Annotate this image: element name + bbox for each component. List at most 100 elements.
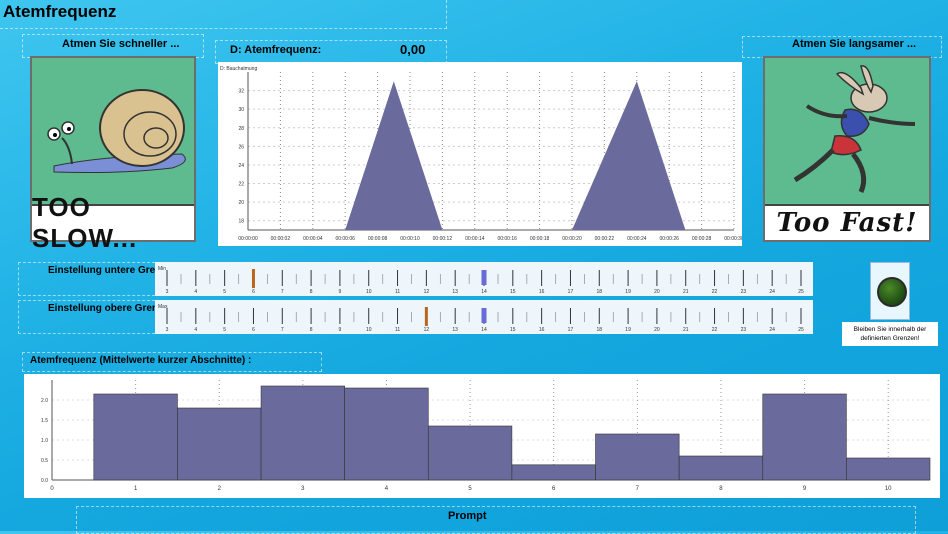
status-led-icon [877, 277, 907, 307]
breath-xtick-label: 00:00:30 [724, 236, 742, 242]
hist-bar [344, 387, 429, 481]
slider-tick-label: 9 [339, 327, 342, 333]
slider-tick-label: 13 [452, 327, 458, 333]
slider-tick-label: 24 [769, 289, 775, 295]
slider-tick-label: 23 [741, 327, 747, 333]
too-slow-caption: TOO SLOW... [32, 192, 194, 253]
right-panel-heading: Atmen Sie langsamer ... [792, 38, 917, 50]
too-slow-panel: TOO SLOW... [30, 56, 196, 253]
hist-xtick-label: 9 [803, 486, 807, 492]
slider-tag: Min [158, 266, 166, 272]
slider-tick-label: 14 [481, 327, 487, 333]
slider-tick-label: 19 [625, 289, 631, 295]
hist-xtick-label: 10 [885, 486, 892, 492]
breath-chart-panel: D: Bauchatmung 18 20 22 24 26 28 30 32 00:00:00 00… [218, 62, 744, 246]
status-led-box [870, 262, 910, 320]
slider-tick-label: 4 [194, 327, 197, 333]
slider-tick-label: 3 [166, 289, 169, 295]
hist-ytick-label: 0.0 [41, 478, 48, 484]
breath-ytick-label: 32 [238, 89, 244, 95]
slider-tick-label: 21 [683, 289, 689, 295]
slider-tick-label: 13 [452, 289, 458, 295]
breath-xtick-label: 00:00:24 [627, 236, 647, 242]
lower-limit-scale[interactable]: Min 3 4 5 6 7 8 9 10 11 12 13 14 15 16 17 18 19 20 21 22 23 24… [155, 262, 816, 296]
slider-tick-label: 10 [366, 289, 372, 295]
breath-xtick-label: 00:00:06 [335, 236, 355, 242]
breath-xtick-label: 00:00:08 [368, 236, 388, 242]
breath-xtick-label: 00:00:10 [400, 236, 420, 242]
hist-bar [762, 393, 847, 481]
hist-bar [93, 393, 178, 481]
breath-xtick-label: 00:00:28 [692, 236, 712, 242]
too-fast-panel: Too Fast! [763, 56, 931, 242]
breath-xtick-label: 00:00:04 [303, 236, 323, 242]
slider-tick-label: 15 [510, 327, 516, 333]
slider-tag: Max [158, 304, 168, 310]
slider-tick-label: 8 [310, 327, 313, 333]
breath-ytick-label: 24 [238, 163, 244, 169]
hist-bar [846, 457, 931, 481]
breath-ytick-label: 30 [238, 107, 244, 113]
hist-bar [511, 464, 596, 481]
slider-tick-label: 7 [281, 327, 284, 333]
lower-limit-slider[interactable]: Min 3 4 5 6 7 8 9 10 11 12 13 14 15 16 17 18 19 20 21 22 23 24… [155, 262, 816, 296]
slider-value-handle [251, 269, 255, 288]
hist-ytick-label: 1.0 [41, 438, 48, 444]
hist-xtick-label: 1 [134, 486, 138, 492]
slider-tick-label: 7 [281, 289, 284, 295]
breath-ytick-label: 26 [238, 144, 244, 150]
slider-tick-label: 6 [252, 327, 255, 333]
slider-tick-label: 22 [712, 327, 718, 333]
breath-xtick-label: 00:00:02 [271, 236, 291, 242]
slider-marker [481, 308, 487, 323]
prompt-label: Prompt [448, 510, 487, 522]
slider-tick-label: 16 [539, 289, 545, 295]
hist-bar [177, 407, 262, 481]
upper-limit-scale[interactable]: Max 3 4 5 6 7 8 9 10 11 12 13 14 15 16 17 18 19 20 21 22 23 24… [155, 300, 816, 334]
slider-tick-label: 22 [712, 289, 718, 295]
breath-ytick-label: 22 [238, 182, 244, 188]
breath-peak [345, 81, 443, 230]
slider-tick-label: 19 [625, 327, 631, 333]
breath-ytick-label: 18 [238, 219, 244, 225]
hist-xtick-label: 5 [468, 486, 472, 492]
frequency-label: D: Atemfrequenz: [230, 44, 322, 56]
left-panel-heading: Atmen Sie schneller ... [62, 38, 180, 50]
slider-tick-label: 3 [166, 327, 169, 333]
breath-ytick-label: 20 [238, 200, 244, 206]
hist-xtick-label: 7 [636, 486, 640, 492]
hist-xtick-label: 4 [385, 486, 389, 492]
slider-tick-label: 24 [769, 327, 775, 333]
slider-tick-label: 21 [683, 327, 689, 333]
upper-limit-label: Einstellung obere Grenze: [48, 303, 172, 314]
breath-ytick-label: 28 [238, 126, 244, 132]
breath-xtick-label: 00:00:18 [530, 236, 550, 242]
page-title: Atemfrequenz [3, 2, 117, 21]
slider-tick-label: 9 [339, 289, 342, 295]
hist-xtick-label: 2 [218, 486, 222, 492]
slider-tick-label: 8 [310, 289, 313, 295]
breath-xtick-label: 00:00:16 [497, 236, 517, 242]
slider-tick-label: 20 [654, 327, 660, 333]
breath-xtick-label: 00:00:14 [465, 236, 485, 242]
frame-7 [76, 506, 916, 534]
slider-marker [481, 270, 487, 285]
status-message: Bleiben Sie innerhalb der definierten Gr… [842, 322, 938, 346]
hist-bar [678, 455, 764, 481]
lower-limit-label: Einstellung untere Grenze: [48, 265, 176, 276]
slider-tick-label: 18 [596, 327, 602, 333]
slider-tick-label: 12 [424, 289, 430, 295]
slider-tick-label: 5 [223, 289, 226, 295]
breath-xtick-label: 00:00:20 [562, 236, 582, 242]
breath-xtick-label: 00:00:12 [433, 236, 453, 242]
slider-tick-label: 10 [366, 327, 372, 333]
slider-tick-label: 6 [252, 289, 255, 295]
hist-xtick-label: 3 [301, 486, 305, 492]
slider-tick-label: 25 [798, 289, 804, 295]
upper-limit-slider[interactable]: Max 3 4 5 6 7 8 9 10 11 12 13 14 15 16 17 18 19 20 21 22 23 24… [155, 300, 816, 334]
breath-chart: D: Bauchatmung 18 20 22 24 26 28 30 32 00:00:00 00… [220, 66, 744, 242]
histogram-label: Atemfrequenz (Mittelwerte kurzer Abschni… [30, 355, 252, 366]
slider-tick-label: 25 [798, 327, 804, 333]
slider-tick-label: 16 [539, 327, 545, 333]
hist-bar [427, 425, 513, 481]
